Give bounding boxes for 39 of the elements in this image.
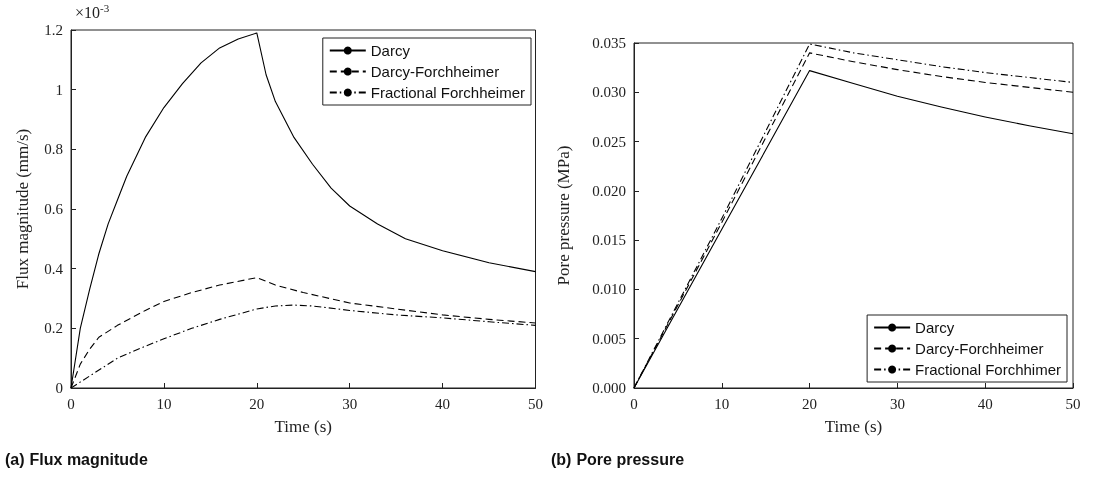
y-tick-label: 0.035 bbox=[592, 35, 626, 51]
y-tick-label: 1.2 bbox=[44, 22, 63, 38]
x-tick-label: 50 bbox=[1065, 395, 1081, 412]
y-tick-label: 0.4 bbox=[44, 260, 64, 277]
legend-label: Darcy-Forchheimer bbox=[915, 340, 1044, 357]
x-tick-label: 40 bbox=[977, 395, 993, 412]
x-tick-label: 30 bbox=[889, 395, 905, 412]
x-tick-label: 10 bbox=[156, 395, 172, 412]
legend-label: Darcy-Forchheimer bbox=[370, 63, 500, 80]
y-tick-label: 0.030 bbox=[592, 84, 626, 101]
x-tick-label: 10 bbox=[714, 395, 730, 412]
x-axis-title: Time (s) bbox=[824, 417, 883, 436]
legend-label: Darcy bbox=[915, 319, 955, 336]
x-tick-label: 20 bbox=[249, 395, 265, 412]
y-tick-label: 0.000 bbox=[592, 380, 626, 396]
y-tick-label: 0.010 bbox=[592, 281, 626, 298]
y-tick-label: 0.2 bbox=[44, 320, 63, 337]
y-axis-title: Pore pressure (MPa) bbox=[554, 145, 573, 286]
y-axis-title: Flux magnitude (mm/s) bbox=[13, 128, 32, 290]
x-tick-label: 40 bbox=[435, 395, 451, 412]
y-tick-label: 0.005 bbox=[592, 330, 626, 347]
y-tick-label: 0.015 bbox=[592, 232, 626, 249]
y-tick-label: 0.6 bbox=[44, 201, 64, 217]
text: (b) Pore pressure bbox=[551, 450, 685, 468]
x-axis-title: Time (s) bbox=[274, 417, 332, 436]
text: (a) Flux magnitude bbox=[5, 450, 148, 468]
x-tick-label: 0 bbox=[630, 395, 638, 412]
legend-label: Fractional Forchheimer bbox=[370, 84, 525, 101]
x-tick-label: 30 bbox=[342, 395, 358, 412]
y-tick-label: 1 bbox=[55, 81, 63, 98]
x-tick-label: 0 bbox=[67, 395, 75, 412]
legend-label: Fractional Forchhimer bbox=[915, 361, 1062, 378]
legend-label: Darcy bbox=[370, 42, 411, 59]
y-tick-label: 0.025 bbox=[592, 133, 626, 150]
y-tick-label: 0.020 bbox=[592, 182, 626, 199]
x-tick-label: 20 bbox=[802, 395, 818, 412]
y-tick-label: 0 bbox=[55, 380, 63, 396]
y-tick-label: 0.8 bbox=[44, 141, 63, 158]
x-tick-label: 50 bbox=[528, 395, 543, 412]
